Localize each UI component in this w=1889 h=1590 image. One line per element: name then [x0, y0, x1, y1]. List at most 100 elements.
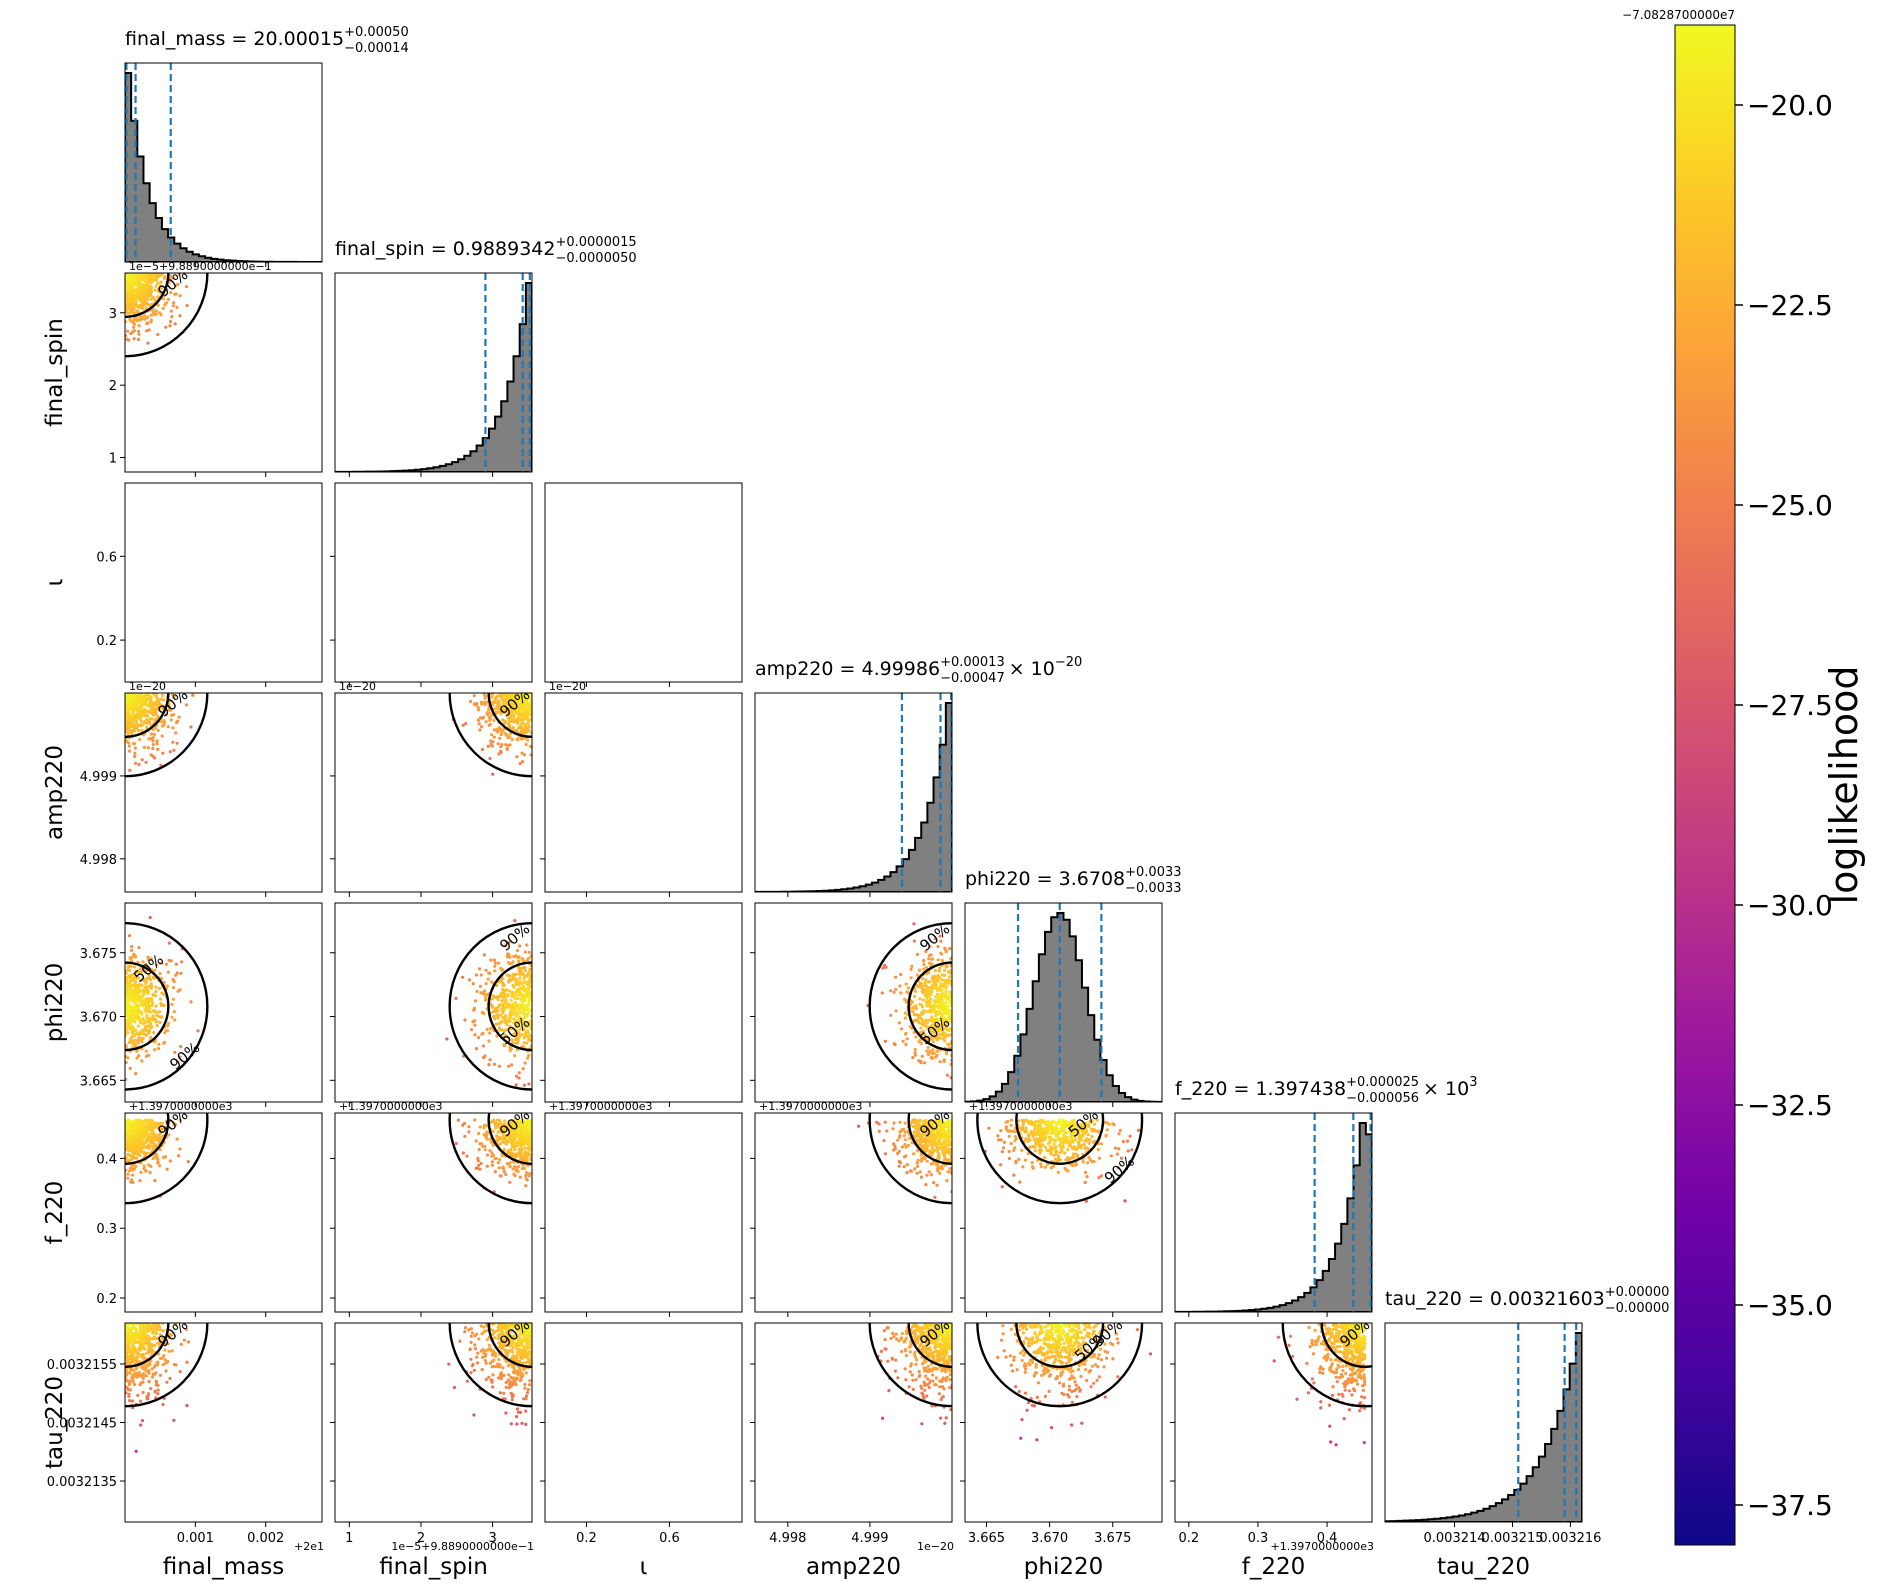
scatter-point: [507, 989, 511, 993]
scatter-point: [480, 1142, 484, 1146]
scatter-point: [526, 1012, 530, 1016]
contour-label: 90%: [916, 920, 953, 955]
scatter-point: [927, 980, 932, 984]
scatter-point: [502, 1147, 506, 1152]
scatter-point: [137, 1054, 141, 1058]
scatter-point: [499, 991, 503, 996]
scatter-point: [131, 713, 135, 717]
scatter-point: [944, 950, 948, 954]
panel-frame: [334, 482, 533, 683]
scatter-point: [470, 1028, 474, 1032]
scatter-point: [508, 1024, 512, 1028]
scatter-point: [507, 1002, 511, 1007]
scatter-point: [144, 1118, 148, 1122]
scatter-point: [130, 973, 134, 977]
scatter-point: [943, 1039, 947, 1043]
scatter-point: [487, 711, 492, 715]
scatter-point: [523, 722, 527, 727]
scatter-point: [478, 984, 483, 989]
scatter-point: [170, 713, 174, 718]
scatter-point: [151, 743, 155, 747]
scatter-point: [948, 981, 952, 985]
scatter-point: [137, 303, 141, 307]
scatter-point: [524, 1171, 529, 1175]
scatter-point: [474, 1047, 479, 1051]
scatter-point: [505, 988, 509, 992]
scatter-point: [144, 1005, 148, 1009]
scatter-point: [134, 761, 138, 765]
scatter-point: [472, 1006, 477, 1011]
scatter-point: [499, 704, 503, 709]
scatter-point: [528, 985, 532, 989]
scatter-point: [944, 1001, 948, 1005]
scatter-point: [127, 744, 131, 748]
scatter-point: [518, 944, 522, 948]
scatter-point: [475, 701, 479, 706]
scatter-point: [501, 1011, 505, 1015]
scatter-point: [476, 1036, 481, 1040]
title-text: phi220 =: [965, 868, 1059, 890]
scatter-point: [135, 722, 139, 726]
scatter-point: [922, 967, 926, 971]
scatter-point: [933, 969, 938, 973]
scatter-point: [1117, 1132, 1121, 1136]
scatter-point: [136, 1008, 141, 1012]
scatter-point: [921, 998, 925, 1002]
panel-final_spin-iota: [330, 482, 533, 687]
scatter-point: [140, 301, 144, 305]
scatter-point: [1123, 1199, 1127, 1203]
scatter-point: [936, 979, 940, 983]
scatter-point: [136, 1024, 140, 1028]
scatter-point: [902, 1127, 906, 1131]
scatter-point: [144, 981, 148, 986]
scatter-point: [508, 1027, 513, 1031]
title-median: 4.99986: [861, 658, 940, 680]
scatter-point: [507, 941, 511, 945]
scatter-point: [528, 1172, 532, 1176]
scatter-point: [143, 1025, 147, 1029]
scatter-point: [920, 1054, 924, 1058]
scatter-point: [133, 311, 137, 315]
scatter-point: [921, 984, 926, 988]
scatter-point: [945, 1005, 949, 1009]
scatter-point: [508, 1165, 512, 1169]
scatter-point: [916, 1127, 921, 1131]
scatter-point: [491, 703, 495, 707]
scatter-point: [1084, 1170, 1088, 1175]
scatter-point: [944, 1142, 948, 1146]
scatter-point: [165, 713, 169, 717]
scatter-point: [1009, 1141, 1013, 1146]
scatter-point: [158, 1010, 162, 1014]
scatter-point: [524, 1184, 528, 1188]
scatter-point: [1136, 1128, 1141, 1132]
scatter-point: [494, 1006, 498, 1010]
scatter-point: [454, 1141, 458, 1146]
scatter-point: [496, 1016, 500, 1020]
scatter-point: [191, 693, 195, 697]
scatter-point: [125, 280, 128, 284]
scatter-point: [158, 311, 162, 315]
scatter-point: [149, 1132, 153, 1136]
scatter-point: [147, 737, 151, 741]
scatter-point: [517, 955, 521, 959]
scatter-point: [510, 1063, 514, 1067]
scatter-point: [139, 1170, 143, 1174]
title-err-minus: −0.0033: [1125, 881, 1181, 896]
scatter-point: [1085, 1175, 1089, 1179]
scatter-point: [909, 1169, 913, 1173]
scatter-point: [500, 1028, 504, 1032]
scatter-point: [492, 735, 496, 739]
scatter-point: [1056, 1170, 1060, 1174]
scatter-point: [497, 1026, 502, 1030]
scatter-point: [512, 985, 516, 990]
scatter-point: [125, 730, 128, 734]
scatter-point: [915, 1171, 919, 1175]
scatter-point: [505, 1022, 509, 1027]
scatter-point: [479, 973, 483, 977]
scatter-point: [513, 1000, 518, 1005]
scatter-point: [175, 305, 179, 309]
y-tick-label: 4.998: [80, 853, 117, 868]
y-offset-text: 1e−20: [129, 680, 166, 693]
scatter-point: [148, 915, 152, 920]
scatter-point: [932, 1181, 936, 1185]
